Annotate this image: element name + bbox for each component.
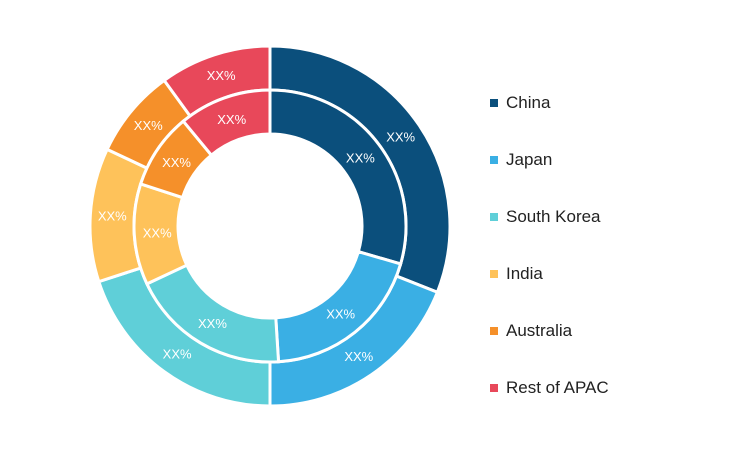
legend-label-china: China (506, 92, 551, 112)
outer-label-china: XX% (386, 130, 415, 145)
legend-swatch-india (490, 269, 498, 278)
legend-item-south-korea: South Korea (490, 188, 609, 245)
outer-label-rest-of-apac: XX% (207, 68, 236, 83)
legend-label-japan: Japan (506, 149, 553, 169)
legend-swatch-japan (490, 155, 498, 164)
legend-item-australia: Australia (490, 302, 609, 359)
legend-item-japan: Japan (490, 131, 609, 188)
inner-label-china: XX% (346, 151, 375, 166)
chart-legend: China Japan South Korea India Australia … (490, 74, 609, 416)
legend-swatch-south-korea (490, 212, 498, 221)
legend-label-india: India (506, 263, 543, 283)
outer-label-south-korea: XX% (163, 346, 192, 361)
inner-label-south-korea: XX% (198, 316, 227, 331)
inner-label-india: XX% (143, 226, 172, 241)
legend-swatch-china (490, 98, 498, 107)
inner-label-australia: XX% (162, 155, 191, 170)
outer-label-india: XX% (98, 209, 127, 224)
legend-swatch-rest-of-apac (490, 383, 498, 392)
outer-label-japan: XX% (344, 349, 373, 364)
legend-label-australia: Australia (506, 320, 573, 340)
legend-item-india: India (490, 245, 609, 302)
inner-label-japan: XX% (326, 307, 355, 322)
inner-label-rest-of-apac: XX% (217, 112, 246, 127)
legend-item-china: China (490, 74, 609, 131)
legend-label-rest-of-apac: Rest of APAC (506, 377, 609, 397)
legend-swatch-australia (490, 326, 498, 335)
legend-label-south-korea: South Korea (506, 206, 601, 226)
inner-slice-rest-of-apac (181, 88, 272, 158)
legend-item-rest-of-apac: Rest of APAC (490, 359, 609, 416)
outer-label-australia: XX% (134, 118, 163, 133)
